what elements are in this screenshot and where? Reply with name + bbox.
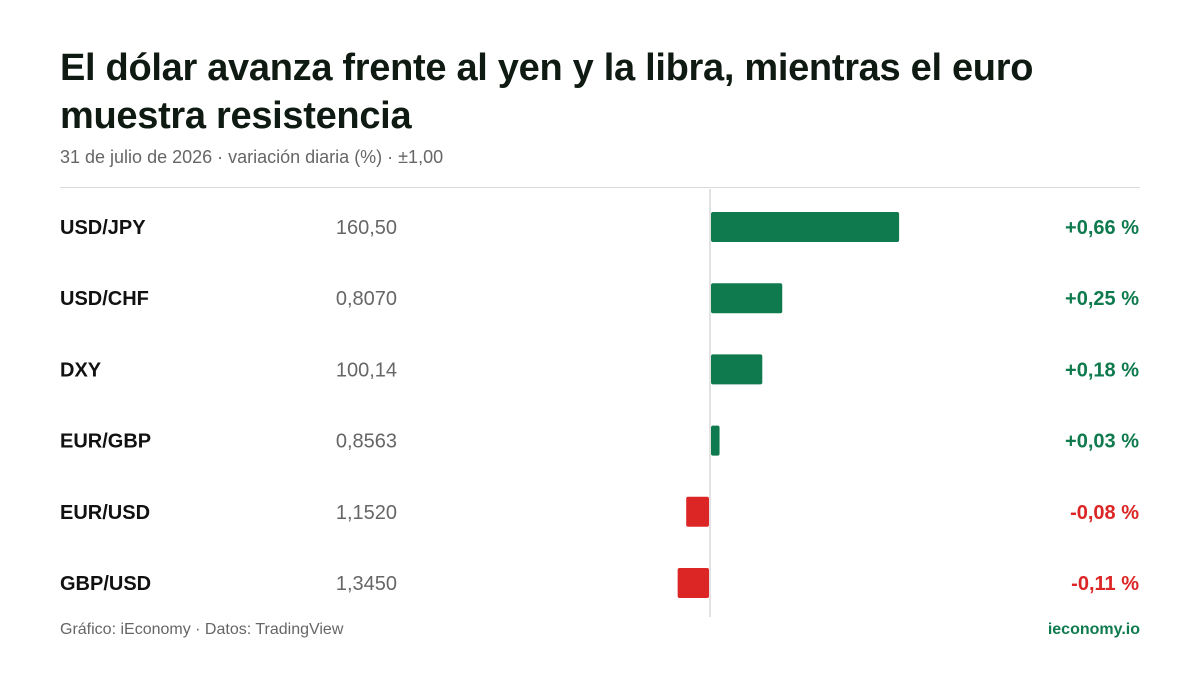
chart-title: El dólar avanza frente al yen y la libra… — [60, 47, 1034, 137]
footer-brand: ieconomy.io — [1047, 621, 1140, 638]
bar — [686, 496, 709, 527]
price-label: 0,8563 — [336, 431, 397, 453]
bar — [677, 568, 709, 598]
category-label: USD/JPY — [60, 217, 146, 239]
chart-subtitle: 31 de julio de 2026 · variación diaria (… — [60, 147, 444, 167]
category-label: DXY — [60, 359, 102, 381]
price-label: 1,1520 — [336, 502, 397, 524]
category-label: EUR/USD — [60, 502, 150, 524]
category-label: EUR/GBP — [60, 431, 151, 453]
bar — [711, 283, 783, 314]
value-label: +0,03 % — [1065, 431, 1139, 453]
value-label: +0,66 % — [1065, 217, 1139, 239]
price-label: 160,50 — [336, 217, 397, 239]
header-divider — [60, 187, 1140, 188]
value-label: +0,18 % — [1065, 359, 1139, 381]
value-label: +0,25 % — [1065, 288, 1139, 310]
price-label: 0,8070 — [336, 288, 397, 310]
value-label: -0,08 % — [1070, 502, 1139, 524]
category-label: USD/CHF — [60, 288, 149, 310]
price-label: 100,14 — [336, 359, 397, 381]
bar — [711, 212, 900, 242]
footer-source: Gráfico: iEconomy · Datos: TradingView — [60, 621, 344, 638]
price-label: 1,3450 — [336, 573, 397, 595]
bar — [711, 354, 763, 385]
bar — [711, 425, 720, 456]
value-label: -0,11 % — [1071, 573, 1139, 595]
category-label: GBP/USD — [60, 573, 151, 595]
